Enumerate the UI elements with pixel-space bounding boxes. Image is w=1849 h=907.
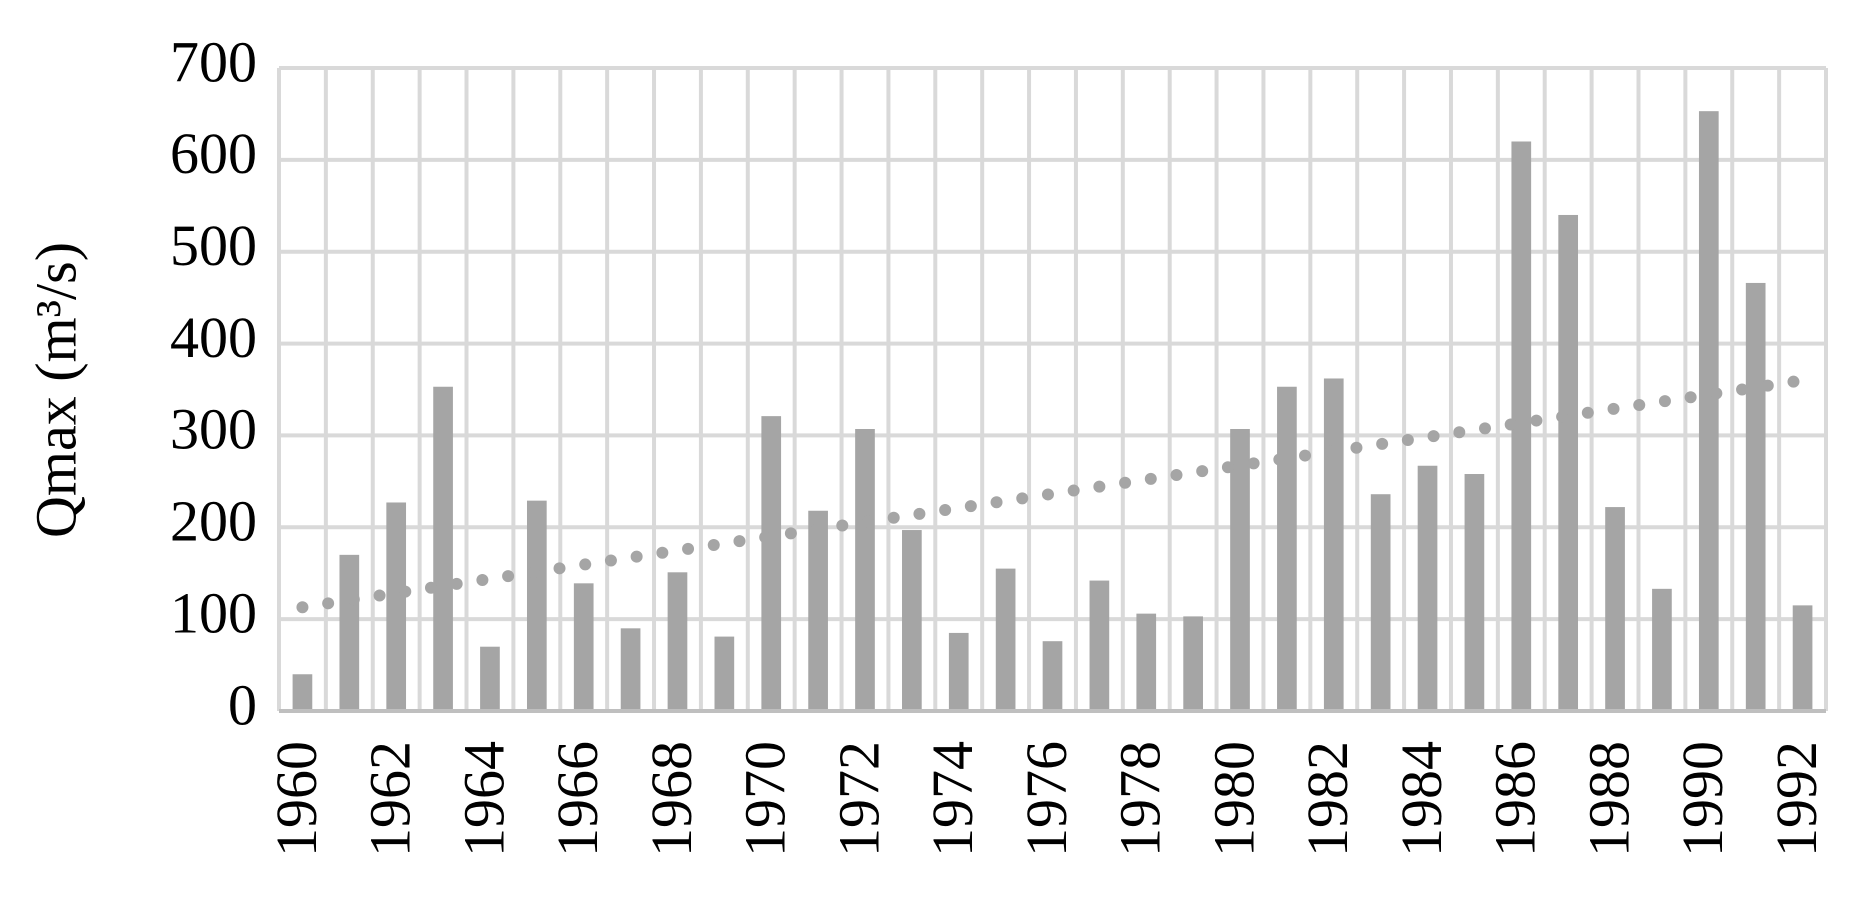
bar xyxy=(1136,613,1157,711)
bar xyxy=(902,530,922,711)
bar xyxy=(1089,580,1110,711)
x-tick-label: 1976 xyxy=(1014,741,1079,857)
trend-line xyxy=(296,374,1809,614)
x-tick-label: 1980 xyxy=(1201,741,1266,857)
x-tick-label: 1972 xyxy=(826,741,891,857)
x-tick-label: 1986 xyxy=(1483,741,1548,857)
bar xyxy=(1183,616,1203,711)
bar xyxy=(761,416,782,711)
bar xyxy=(386,502,407,711)
bar xyxy=(995,568,1016,711)
bar xyxy=(1605,507,1625,711)
x-tick-label: 1978 xyxy=(1108,741,1173,857)
bar xyxy=(1370,494,1391,711)
y-tick-label: 500 xyxy=(170,213,257,278)
y-axis-title: Qmax (m³/s) xyxy=(23,242,88,538)
x-tick-label: 1960 xyxy=(264,741,329,857)
bar xyxy=(714,636,735,711)
bar xyxy=(292,674,313,711)
bar xyxy=(1558,214,1579,711)
bar xyxy=(526,500,547,711)
x-tick-label: 1966 xyxy=(545,741,610,857)
x-tick-label: 1968 xyxy=(639,741,704,857)
bar xyxy=(948,632,969,711)
bar xyxy=(1042,641,1063,711)
bar xyxy=(1792,605,1813,711)
bar xyxy=(1230,428,1250,711)
bar xyxy=(855,428,875,711)
bar xyxy=(339,554,360,711)
bar xyxy=(1511,141,1532,711)
x-tick-label: 1982 xyxy=(1295,741,1360,857)
y-tick-label: 400 xyxy=(170,305,257,370)
bar xyxy=(573,583,594,711)
bar xyxy=(1698,111,1719,712)
x-tick-label: 1970 xyxy=(733,741,798,857)
bar xyxy=(433,386,453,711)
x-tick-label: 1988 xyxy=(1576,741,1641,857)
x-tick-label: 1990 xyxy=(1670,741,1735,857)
x-tick-label: 1962 xyxy=(358,741,423,857)
y-tick-label: 300 xyxy=(170,397,257,462)
y-tick-label: 0 xyxy=(228,672,257,737)
bar xyxy=(1464,474,1485,711)
bar xyxy=(620,628,641,711)
x-tick-label: 1964 xyxy=(451,741,516,857)
x-tick-label: 1992 xyxy=(1764,741,1829,857)
bar xyxy=(808,510,828,711)
y-tick-label: 200 xyxy=(170,489,257,554)
bar xyxy=(1417,465,1438,711)
bar xyxy=(480,646,500,711)
x-tick-label: 1974 xyxy=(920,741,985,857)
y-tick-label: 600 xyxy=(170,121,257,186)
bar xyxy=(1277,386,1297,711)
bar xyxy=(1323,378,1344,711)
x-tick-label: 1984 xyxy=(1389,741,1454,857)
bar xyxy=(667,572,688,711)
y-tick-label: 100 xyxy=(170,580,257,645)
bar xyxy=(1745,282,1766,711)
bar xyxy=(1652,588,1672,711)
y-tick-label: 700 xyxy=(170,29,257,94)
